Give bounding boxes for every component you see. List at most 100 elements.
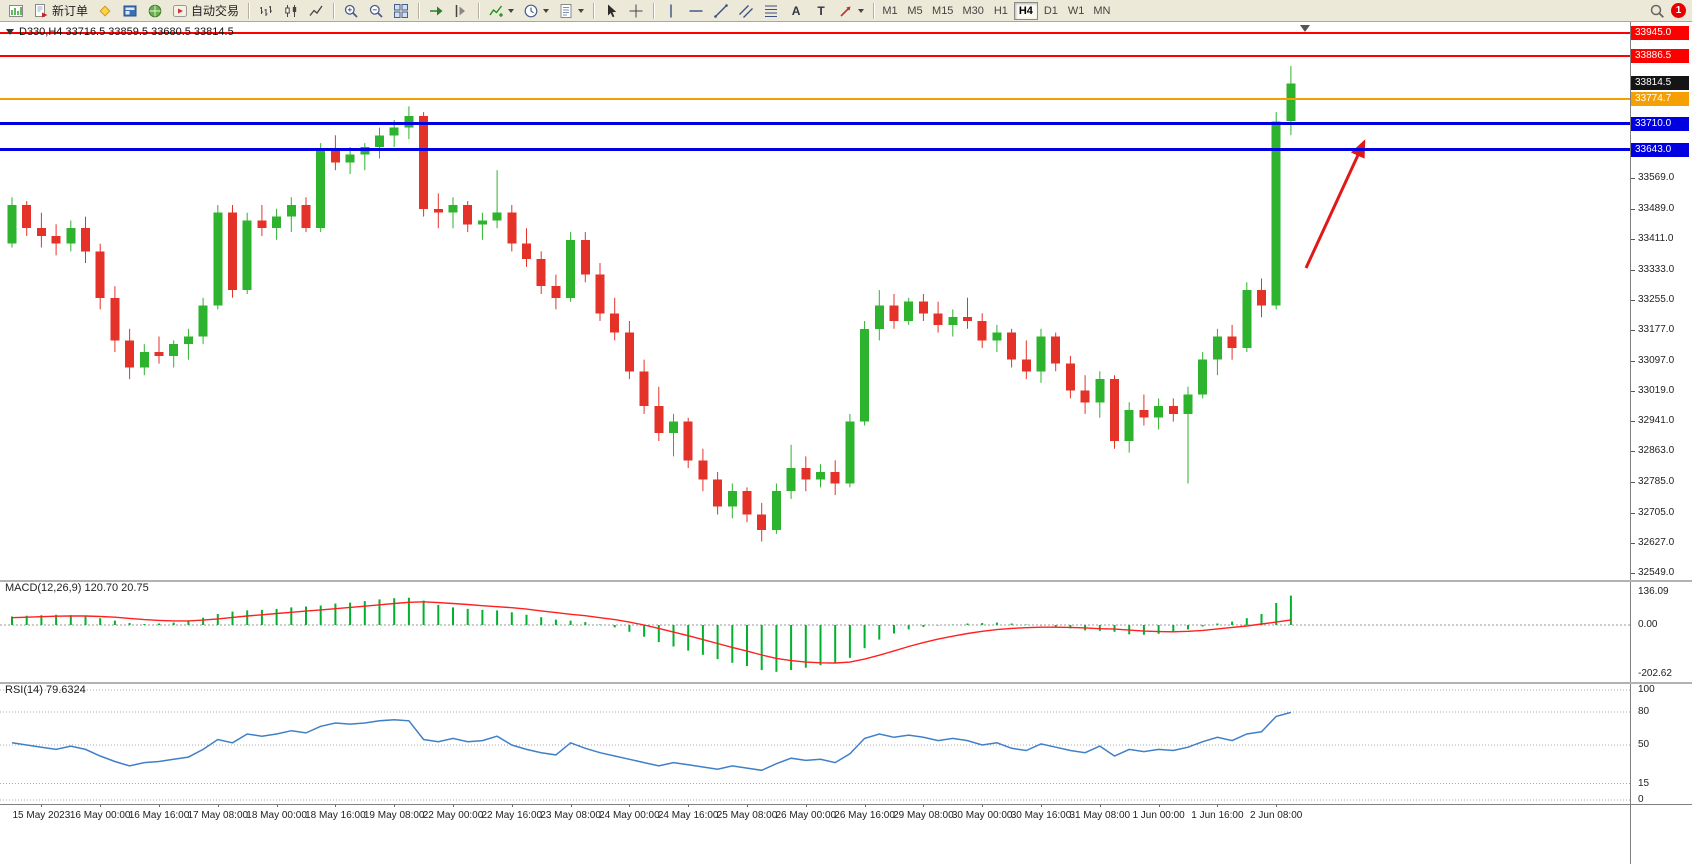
vertical-line-icon (663, 3, 679, 19)
candlestick-chart-button[interactable] (279, 1, 303, 21)
autotrading-button[interactable]: 自动交易 (168, 1, 243, 21)
hline-price-label[interactable]: 33945.0 (1631, 25, 1689, 40)
price-axis-label: 32863.0 (1638, 445, 1675, 457)
price-tick (1631, 269, 1635, 271)
price-tick (1631, 451, 1635, 453)
auto-scroll-button[interactable] (424, 1, 448, 21)
price-tick (1631, 329, 1635, 331)
indicators-button[interactable] (484, 1, 518, 21)
price-tick (1631, 481, 1635, 483)
hline-price-label[interactable]: 33774.7 (1631, 91, 1689, 106)
price-tick (1631, 178, 1635, 180)
arrows-button[interactable] (834, 1, 868, 21)
time-axis[interactable]: 15 May 2023 16 May 00:00 16 May 16:00 17 Ma… (0, 804, 1630, 830)
timeframe-m30-button[interactable]: M30 (958, 2, 987, 20)
hline-price-label[interactable]: 33710.0 (1631, 116, 1689, 131)
timeframe-w1-button[interactable]: W1 (1064, 2, 1089, 20)
hline-33945.0[interactable] (0, 31, 1630, 34)
candle-body (139, 352, 149, 368)
main-chart-panel[interactable]: D330,H4 33716.5 33859.5 33680.5 33814.5 (0, 22, 1630, 580)
candle-body (389, 127, 399, 136)
zoom-in-button[interactable] (339, 1, 363, 21)
notification-badge[interactable]: 1 (1671, 3, 1686, 18)
new-order-button[interactable]: 新订单 (29, 1, 92, 21)
chart-shift-marker[interactable] (1300, 25, 1310, 32)
hline-33643.0[interactable] (0, 148, 1630, 152)
chart-area[interactable]: D330,H4 33716.5 33859.5 33680.5 33814.5 … (0, 22, 1630, 864)
time-tick (1158, 804, 1160, 807)
time-tick (335, 804, 337, 807)
horizontal-line-button[interactable] (684, 1, 708, 21)
panel-separator[interactable] (0, 682, 1692, 684)
rsi-panel[interactable]: RSI(14) 79.6324 (0, 682, 1630, 804)
new-chart-button[interactable] (4, 1, 28, 21)
price-axis[interactable]: 33569.0 33489.0 33411.0 33333.0 33255.0 33177… (1630, 22, 1692, 864)
timeframe-m5-button[interactable]: M5 (903, 2, 927, 20)
candle-body (7, 205, 17, 244)
periods-button[interactable] (519, 1, 553, 21)
zoom-out-icon (368, 3, 384, 19)
toolbar-separator (593, 2, 595, 19)
price-tick (1631, 209, 1635, 211)
candle-body (1271, 121, 1281, 306)
tile-windows-button[interactable] (389, 1, 413, 21)
horizontal-lines-layer (0, 22, 1630, 580)
price-tick (1631, 572, 1635, 574)
timeframe-m1-button[interactable]: M1 (878, 2, 902, 20)
metaeditor-button[interactable] (93, 1, 117, 21)
candle-body (183, 336, 193, 345)
hline-price-label[interactable]: 33643.0 (1631, 142, 1689, 157)
candle-body (595, 274, 605, 314)
time-axis-label: 19 May 08:00 (363, 810, 425, 821)
hline-33774.7[interactable] (0, 97, 1630, 100)
candlestick-chart (7, 65, 1296, 542)
fibonacci-button[interactable] (759, 1, 783, 21)
time-axis-label: 1 Jun 00:00 (1132, 810, 1185, 821)
candle-body (933, 313, 943, 325)
timeframe-h1-button[interactable]: H1 (989, 2, 1013, 20)
crosshair-button[interactable] (624, 1, 648, 21)
zoom-out-button[interactable] (364, 1, 388, 21)
hline-33886.5[interactable] (0, 54, 1630, 57)
text-button[interactable]: A (784, 1, 808, 21)
line-chart-button[interactable] (304, 1, 328, 21)
community-button[interactable] (143, 1, 167, 21)
hline-33710.0[interactable] (0, 122, 1630, 126)
candle-body (786, 468, 796, 492)
templates-button[interactable] (554, 1, 588, 21)
timeframe-m15-button[interactable]: M15 (928, 2, 957, 20)
equidistant-channel-button[interactable] (734, 1, 758, 21)
bar-chart-button[interactable] (254, 1, 278, 21)
time-axis-label: 26 May 16:00 (834, 810, 895, 821)
timeframe-d1-button[interactable]: D1 (1039, 2, 1063, 20)
cursor-button[interactable] (599, 1, 623, 21)
rsi-label: RSI(14) 79.6324 (5, 684, 86, 696)
price-axis-label: 33019.0 (1638, 385, 1675, 397)
chart-shift-button[interactable] (449, 1, 473, 21)
candle-body (610, 313, 620, 333)
toolbar-separator (333, 2, 335, 19)
panel-separator[interactable] (0, 580, 1692, 582)
time-tick (982, 804, 984, 807)
hline-price-label[interactable]: 33886.5 (1631, 48, 1689, 63)
toolbar-separator (418, 2, 420, 19)
timeframe-mn-button[interactable]: MN (1089, 2, 1114, 20)
candle-body (1257, 290, 1266, 306)
toolbar-separator (873, 2, 875, 19)
dropdown-caret-icon (543, 8, 550, 13)
vertical-line-button[interactable] (659, 1, 683, 21)
time-axis-separator (0, 804, 1692, 805)
time-tick (747, 804, 748, 807)
terminal-button[interactable] (118, 1, 142, 21)
time-tick (1217, 804, 1219, 807)
candle-body (1051, 336, 1061, 364)
text-label-button[interactable]: T (809, 1, 833, 21)
one-click-trading-toggle[interactable] (6, 29, 14, 35)
candle-body (286, 205, 296, 217)
candle-body (507, 212, 517, 244)
macd-panel[interactable]: MACD(12,26,9) 120.70 20.75 (0, 580, 1630, 682)
timeframe-h4-button[interactable]: H4 (1013, 1, 1038, 20)
search-icon[interactable] (1649, 3, 1665, 19)
trend-arrow-annotation[interactable] (1304, 139, 1366, 269)
trendline-button[interactable] (709, 1, 733, 21)
